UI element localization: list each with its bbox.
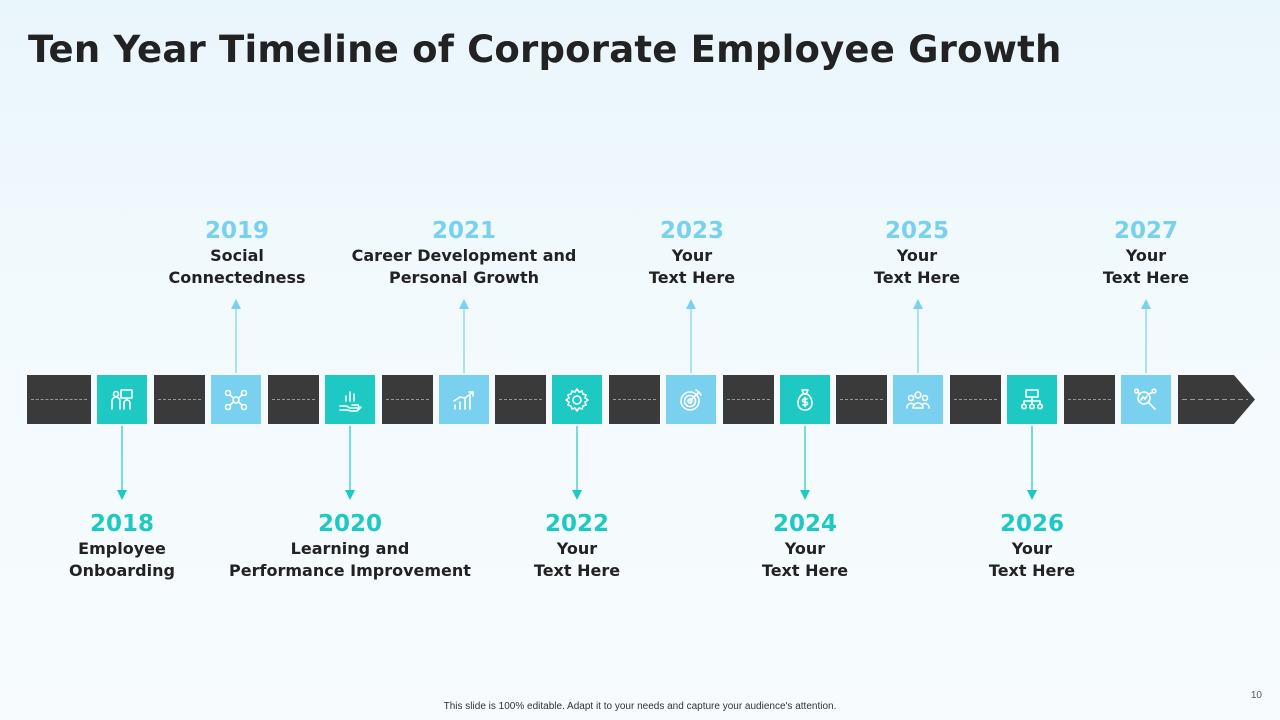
connector-2023 bbox=[684, 299, 698, 373]
timeline-arrow-head bbox=[1178, 375, 1255, 424]
milestone-label-2019: 2019 Social Connectedness bbox=[107, 217, 367, 289]
milestone-desc-line: Text Here bbox=[761, 561, 849, 580]
connector-2024 bbox=[798, 426, 812, 500]
growth-chart-icon bbox=[453, 390, 474, 410]
milestone-desc-line: Career Development and bbox=[351, 246, 577, 265]
milestone-year: 2025 bbox=[884, 218, 949, 244]
track-segment bbox=[268, 375, 319, 424]
track-segment bbox=[950, 375, 1001, 424]
team-icon bbox=[906, 390, 930, 409]
connector-2021 bbox=[457, 299, 471, 373]
milestone-description: Your Text Here bbox=[562, 245, 822, 289]
milestone-label-2023: 2023 Your Text Here bbox=[562, 217, 822, 289]
milestone-desc-line: Your bbox=[1011, 539, 1053, 558]
connector-2025 bbox=[911, 299, 925, 373]
milestone-node-2021 bbox=[439, 375, 489, 424]
milestone-desc-line: Personal Growth bbox=[388, 268, 540, 287]
milestone-node-2024 bbox=[780, 375, 830, 424]
milestone-description: Your Text Here bbox=[1016, 245, 1276, 289]
milestone-node-2018 bbox=[97, 375, 147, 424]
milestone-label-2024: 2024 Your Text Here bbox=[675, 510, 935, 582]
track-segment bbox=[495, 375, 546, 424]
milestone-desc-line: Text Here bbox=[1102, 268, 1190, 287]
milestone-desc-line: Your bbox=[896, 246, 938, 265]
milestone-desc-line: Social bbox=[210, 246, 264, 265]
track-segment bbox=[27, 375, 91, 424]
milestone-node-2027 bbox=[1121, 375, 1171, 424]
milestone-desc-line: Onboarding bbox=[69, 561, 175, 580]
milestone-desc-line: Your bbox=[784, 539, 826, 558]
milestone-description: Your Text Here bbox=[447, 538, 707, 582]
milestone-description: Career Development and Personal Growth bbox=[334, 245, 594, 289]
employees-board-icon bbox=[111, 388, 133, 410]
milestone-year: 2018 bbox=[89, 511, 154, 537]
gear-icon bbox=[565, 387, 589, 412]
milestone-description: Your Text Here bbox=[787, 245, 1047, 289]
milestone-desc-line: Your bbox=[556, 539, 598, 558]
connector-2019 bbox=[229, 299, 243, 373]
milestone-year: 2020 bbox=[317, 511, 382, 537]
connector-2026 bbox=[1025, 426, 1039, 500]
milestone-year: 2022 bbox=[544, 511, 609, 537]
target-icon bbox=[680, 388, 702, 411]
milestone-year: 2027 bbox=[1113, 218, 1178, 244]
track-segment bbox=[836, 375, 887, 424]
money-bag-icon bbox=[797, 388, 813, 411]
footer-note: This slide is 100% editable. Adapt it to… bbox=[443, 701, 837, 712]
track-segment bbox=[382, 375, 433, 424]
milestone-description: Employee Onboarding bbox=[0, 538, 252, 582]
connector-2020 bbox=[343, 426, 357, 500]
milestone-desc-line: Text Here bbox=[988, 561, 1076, 580]
milestone-label-2018: 2018 Employee Onboarding bbox=[0, 510, 252, 582]
org-chart-icon bbox=[1020, 388, 1043, 409]
milestone-year: 2024 bbox=[772, 511, 837, 537]
milestone-node-2023 bbox=[666, 375, 716, 424]
page-number: 10 bbox=[1250, 690, 1262, 701]
milestone-label-2027: 2027 Your Text Here bbox=[1016, 217, 1276, 289]
page-title: Ten Year Timeline of Corporate Employee … bbox=[28, 28, 1062, 71]
milestone-label-2021: 2021 Career Development and Personal Gro… bbox=[334, 217, 594, 289]
milestone-node-2020 bbox=[325, 375, 375, 424]
milestone-label-2025: 2025 Your Text Here bbox=[787, 217, 1047, 289]
milestone-node-2022 bbox=[552, 375, 602, 424]
milestone-desc-line: Connectedness bbox=[168, 268, 306, 287]
search-analytics-icon bbox=[1133, 387, 1157, 410]
network-people-icon bbox=[224, 389, 248, 410]
milestone-year: 2026 bbox=[999, 511, 1064, 537]
milestone-node-2025 bbox=[893, 375, 943, 424]
milestone-desc-line: Text Here bbox=[873, 268, 961, 287]
connector-2018 bbox=[115, 426, 129, 500]
milestone-desc-line: Employee bbox=[78, 539, 166, 558]
milestone-label-2026: 2026 Your Text Here bbox=[902, 510, 1162, 582]
milestone-desc-line: Performance Improvement bbox=[229, 561, 471, 580]
track-segment bbox=[1064, 375, 1115, 424]
milestone-desc-line: Your bbox=[671, 246, 713, 265]
track-segment bbox=[609, 375, 660, 424]
hand-chart-icon bbox=[339, 390, 362, 412]
connector-2022 bbox=[570, 426, 584, 500]
milestone-year: 2021 bbox=[431, 218, 496, 244]
milestone-description: Social Connectedness bbox=[107, 245, 367, 289]
milestone-label-2020: 2020 Learning and Performance Improvemen… bbox=[220, 510, 480, 582]
milestone-description: Your Text Here bbox=[675, 538, 935, 582]
milestone-year: 2019 bbox=[204, 218, 269, 244]
connector-2027 bbox=[1139, 299, 1153, 373]
milestone-node-2019 bbox=[211, 375, 261, 424]
milestone-label-2022: 2022 Your Text Here bbox=[447, 510, 707, 582]
milestone-year: 2023 bbox=[659, 218, 724, 244]
milestone-desc-line: Your bbox=[1125, 246, 1167, 265]
milestone-desc-line: Text Here bbox=[648, 268, 736, 287]
milestone-description: Learning and Performance Improvement bbox=[220, 538, 480, 582]
milestone-desc-line: Text Here bbox=[533, 561, 621, 580]
track-segment bbox=[723, 375, 774, 424]
milestone-description: Your Text Here bbox=[902, 538, 1162, 582]
track-segment bbox=[154, 375, 205, 424]
milestone-node-2026 bbox=[1007, 375, 1057, 424]
milestone-desc-line: Learning and bbox=[290, 539, 410, 558]
